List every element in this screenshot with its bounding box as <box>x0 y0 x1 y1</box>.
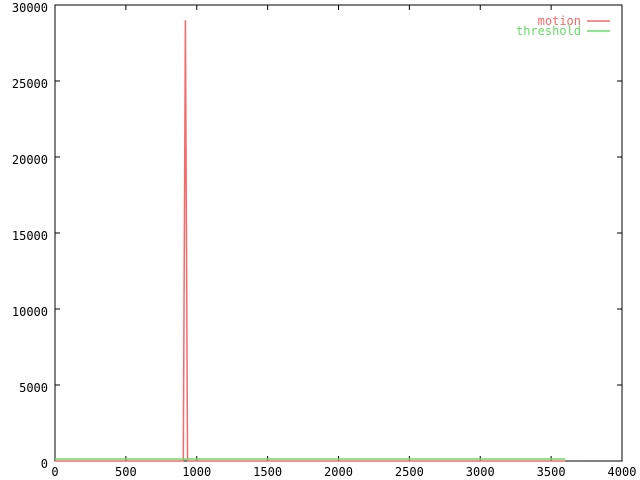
x-tick-label: 4000 <box>608 465 637 479</box>
x-tick-label: 3500 <box>537 465 566 479</box>
x-tick-label: 1000 <box>182 465 211 479</box>
x-tick-label: 500 <box>115 465 137 479</box>
legend-label-threshold: threshold <box>516 24 581 38</box>
y-tick-label: 20000 <box>12 153 48 167</box>
x-tick-label: 2000 <box>324 465 353 479</box>
y-tick-label: 25000 <box>12 77 48 91</box>
x-tick-label: 2500 <box>395 465 424 479</box>
y-tick-label: 0 <box>41 457 48 471</box>
x-tick-label: 1500 <box>253 465 282 479</box>
x-tick-label: 3000 <box>466 465 495 479</box>
y-tick-label: 10000 <box>12 305 48 319</box>
y-tick-label: 30000 <box>12 1 48 15</box>
y-tick-label: 5000 <box>19 381 48 395</box>
legend-label-motion: motion <box>538 14 581 28</box>
series-line-motion <box>55 20 566 462</box>
x-tick-label: 0 <box>51 465 58 479</box>
y-tick-label: 15000 <box>12 229 48 243</box>
